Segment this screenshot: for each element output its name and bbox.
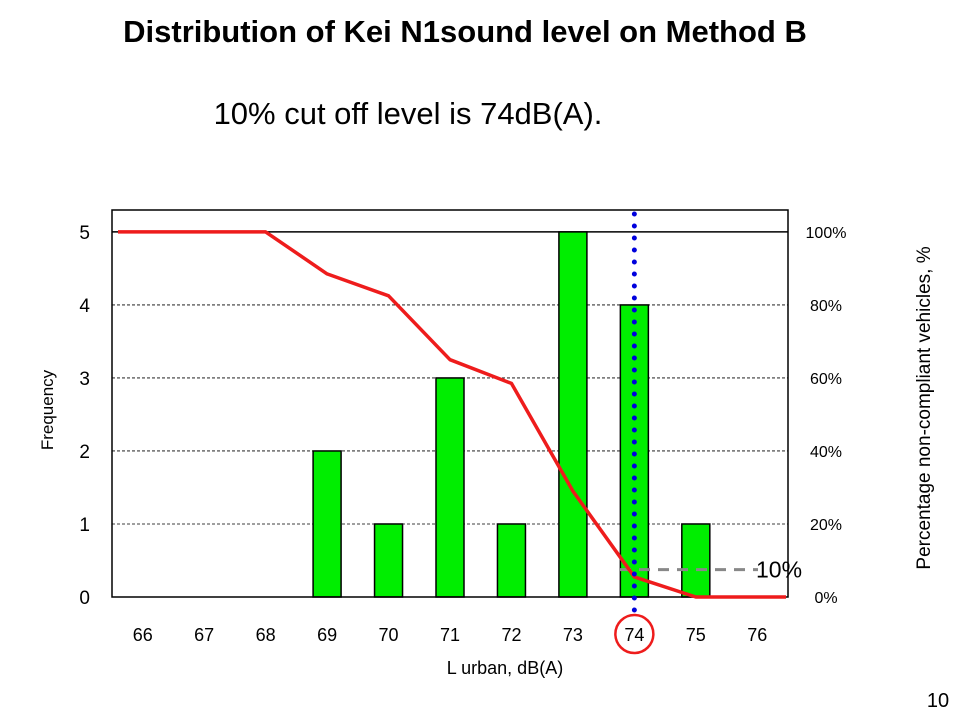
x-axis: 66 67 68 69 70 71 72 73 74 75 76 xyxy=(133,625,768,645)
percentage-line xyxy=(118,230,786,599)
x-tick-label: 71 xyxy=(440,625,460,645)
y-axis-left: 0 1 2 3 4 5 xyxy=(79,223,90,609)
y-axis-right: 0% 20% 40% 60% 80% 100% xyxy=(806,225,847,607)
x-tick-label: 66 xyxy=(133,625,153,645)
bar xyxy=(496,523,527,598)
bar xyxy=(373,523,404,598)
x-tick-label: 68 xyxy=(256,625,276,645)
bar xyxy=(619,304,650,598)
x-tick-label: 76 xyxy=(747,625,767,645)
x-tick-label: 70 xyxy=(379,625,399,645)
y2-tick-label: 80% xyxy=(810,298,842,315)
x-tick-label: 72 xyxy=(501,625,521,645)
y-tick-label: 5 xyxy=(79,223,90,244)
x-tick-label: 69 xyxy=(317,625,337,645)
bar xyxy=(681,523,711,598)
plot-frame xyxy=(111,209,789,598)
x-axis-label: L urban, dB(A) xyxy=(447,658,563,678)
y-tick-label: 3 xyxy=(79,369,90,390)
reference-line: 10% xyxy=(620,557,802,583)
bar xyxy=(558,231,588,598)
y2-tick-label: 100% xyxy=(806,225,847,242)
y2-tick-label: 60% xyxy=(810,371,842,388)
y2-tick-label: 40% xyxy=(810,444,842,461)
x-tick-label: 74 xyxy=(624,625,644,645)
bar xyxy=(435,377,465,598)
y-tick-label: 4 xyxy=(79,296,90,317)
x-tick-label: 67 xyxy=(194,625,214,645)
x-tick-label: 73 xyxy=(563,625,583,645)
bar-series xyxy=(312,231,711,598)
page-title: Distribution of Kei N1sound level on Met… xyxy=(123,14,807,49)
x-tick-label: 75 xyxy=(686,625,706,645)
reference-label: 10% xyxy=(756,557,802,583)
y-tick-label: 1 xyxy=(79,515,90,536)
y-tick-label: 2 xyxy=(79,442,90,463)
cutoff-marker xyxy=(614,211,655,655)
y2-axis-label: Percentage non-compliant vehicles, % xyxy=(914,246,935,569)
y-tick-label: 0 xyxy=(79,588,90,609)
bar xyxy=(312,450,342,598)
line-series xyxy=(118,230,786,599)
page-number: 10 xyxy=(926,690,950,712)
page-subtitle: 10% cut off level is 74dB(A). xyxy=(213,96,603,131)
cutoff-highlight-circle xyxy=(614,613,655,655)
y2-tick-label: 20% xyxy=(810,517,842,534)
y2-tick-label: 0% xyxy=(814,590,837,607)
y-axis-label: Frequency xyxy=(38,369,57,450)
